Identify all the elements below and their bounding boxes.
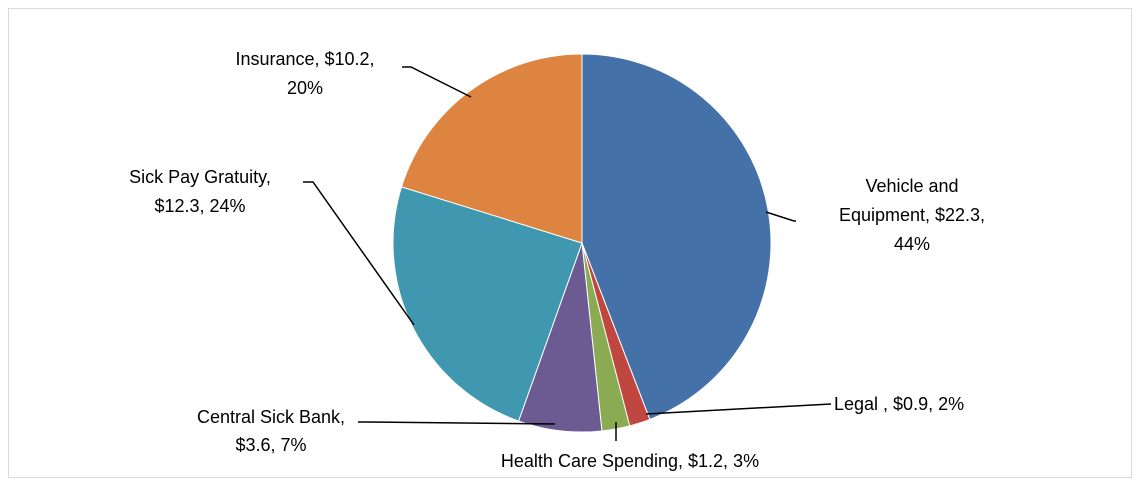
chart-area: Vehicle and Equipment, $22.3, 44% Legal , $… — [8, 8, 1132, 478]
data-label-central-sick-bank: Central Sick Bank, $3.6, 7% — [197, 407, 345, 455]
pie-slice-insurance — [400, 53, 583, 244]
data-label-legal: Legal , $0.9, 2% — [834, 394, 964, 414]
data-label-health-care-spending: Health Care Spending, $1.2, 3% — [501, 451, 759, 471]
leader-line-legal — [645, 403, 832, 415]
leader-line-vehicle-and-equipment — [765, 211, 796, 222]
leader-line-central-sick-bank — [358, 421, 556, 425]
pie-slices — [392, 53, 772, 433]
pie-slice-sick-pay-gratuity — [392, 186, 583, 422]
data-label-vehicle-and-equipment: Vehicle and Equipment, $22.3, 44% — [839, 176, 985, 254]
data-label-insurance: Insurance, $10.2, 20% — [235, 49, 374, 98]
pie-chart: Vehicle and Equipment, $22.3, 44% Legal , $… — [129, 49, 985, 471]
pie-slice-vehicle-and-equipment — [581, 53, 772, 421]
data-labels: Vehicle and Equipment, $22.3, 44% Legal , $… — [129, 49, 985, 471]
leader-line-insurance — [402, 66, 472, 98]
leader-line-sick-pay-gratuity — [303, 181, 415, 326]
data-label-sick-pay-gratuity: Sick Pay Gratuity, $12.3, 24% — [129, 167, 271, 216]
leader-lines — [303, 66, 832, 441]
